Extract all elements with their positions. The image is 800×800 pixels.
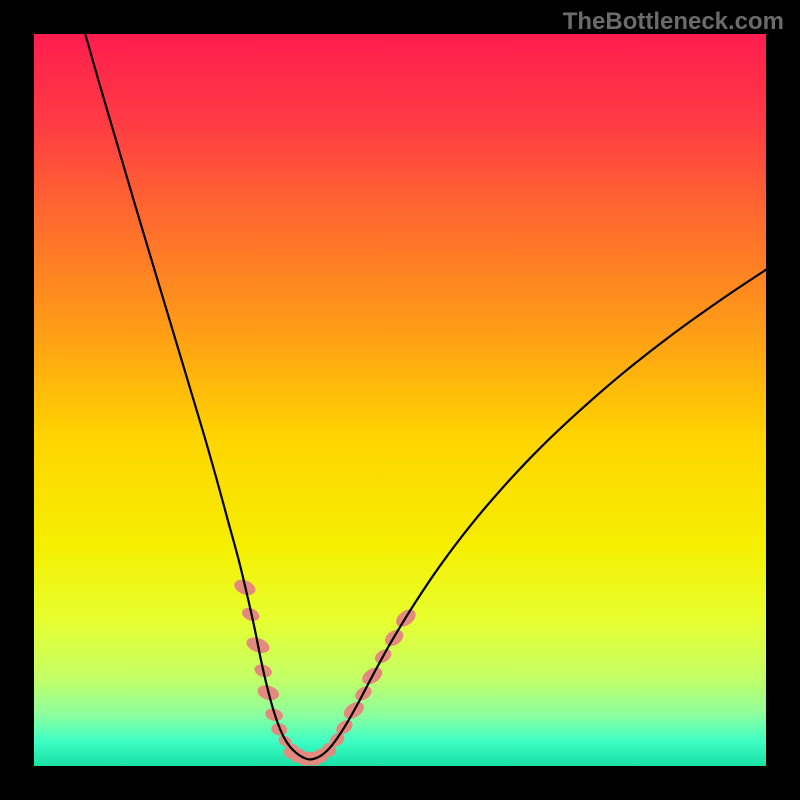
watermark-text: TheBottleneck.com bbox=[563, 8, 784, 36]
chart-root: TheBottleneck.com bbox=[0, 0, 800, 800]
plot-area bbox=[34, 34, 766, 766]
plot-svg bbox=[34, 34, 766, 766]
gradient-background bbox=[34, 34, 766, 766]
